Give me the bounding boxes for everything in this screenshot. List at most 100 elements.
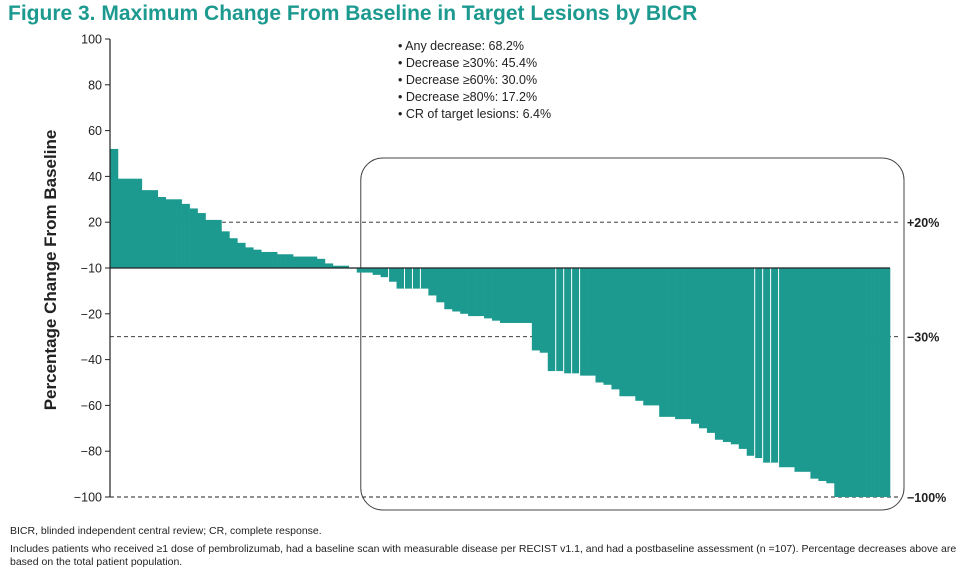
annotation-box: • Any decrease: 68.2% • Decrease ≥30%: 45… bbox=[398, 39, 551, 121]
bar bbox=[850, 268, 859, 497]
bar bbox=[141, 190, 151, 268]
bar bbox=[428, 268, 437, 296]
bar bbox=[571, 268, 580, 374]
bar bbox=[356, 268, 365, 273]
bar bbox=[500, 268, 509, 323]
bar bbox=[523, 268, 533, 323]
bar bbox=[364, 268, 373, 273]
annotation-line: • Decrease ≥80%: 17.2% bbox=[398, 90, 537, 104]
bar bbox=[388, 268, 397, 282]
bar bbox=[555, 268, 564, 372]
y-axis: 100 80 60 40 20 −10 −20 −40 −60 −80 −100 bbox=[74, 33, 111, 505]
bar bbox=[301, 256, 310, 268]
bar bbox=[770, 268, 779, 463]
bar bbox=[110, 148, 119, 268]
bar bbox=[436, 268, 445, 303]
bar bbox=[253, 249, 262, 268]
bar bbox=[420, 268, 429, 289]
y-tick-label: −60 bbox=[81, 399, 102, 413]
bar bbox=[316, 258, 326, 268]
y-tick-label: −20 bbox=[81, 307, 102, 321]
annotation-line: • Decrease ≥30%: 45.4% bbox=[398, 56, 537, 70]
y-tick-label: −100 bbox=[74, 491, 102, 505]
figure-title: Figure 3. Maximum Change From Baseline i… bbox=[8, 2, 698, 25]
bar bbox=[531, 268, 541, 351]
bar bbox=[810, 268, 819, 479]
bar bbox=[229, 238, 238, 268]
bar bbox=[635, 268, 644, 401]
bars bbox=[110, 148, 891, 497]
bar bbox=[563, 268, 572, 374]
bar bbox=[412, 268, 421, 289]
bar bbox=[858, 268, 867, 497]
annotation-line: • CR of target lesions: 6.4% bbox=[398, 107, 551, 121]
bar bbox=[237, 242, 246, 268]
bar bbox=[738, 268, 748, 449]
bar bbox=[834, 268, 843, 497]
bar bbox=[452, 268, 461, 312]
bar bbox=[651, 268, 660, 406]
bar bbox=[539, 268, 549, 353]
footnote-population: Includes patients who received ≥1 dose o… bbox=[10, 543, 957, 568]
reference-line-label: −100% bbox=[907, 491, 946, 505]
bar bbox=[261, 251, 270, 268]
bar bbox=[882, 268, 891, 497]
bar bbox=[308, 256, 318, 268]
bar bbox=[173, 199, 182, 268]
bar bbox=[619, 268, 628, 397]
bar bbox=[476, 268, 485, 317]
bar bbox=[460, 268, 469, 314]
bar bbox=[324, 263, 334, 268]
waterfall-chart: +20% −30% −100% 100 80 60 40 20 −10 −20 −40 −60 −80… bbox=[41, 33, 946, 511]
bar bbox=[205, 219, 214, 268]
bar bbox=[277, 254, 286, 268]
bar bbox=[181, 203, 190, 268]
bar bbox=[659, 268, 668, 417]
bar bbox=[484, 268, 493, 319]
bar bbox=[197, 213, 206, 268]
bar bbox=[611, 268, 620, 390]
bar bbox=[157, 197, 167, 268]
y-tick-label: −10 bbox=[81, 262, 102, 276]
y-tick-label: −80 bbox=[81, 445, 102, 459]
bar bbox=[802, 268, 811, 472]
footnote-abbreviations: BICR, blinded independent central review… bbox=[10, 525, 322, 537]
y-tick-label: 60 bbox=[88, 124, 102, 138]
bar bbox=[285, 254, 294, 268]
bar bbox=[643, 268, 652, 406]
bar bbox=[149, 190, 159, 268]
bar bbox=[762, 268, 771, 463]
bar bbox=[507, 268, 517, 323]
bar bbox=[683, 268, 692, 420]
bar bbox=[579, 268, 588, 376]
bar bbox=[444, 268, 453, 310]
reference-line-label: −30% bbox=[907, 331, 939, 345]
annotation-line: • Decrease ≥60%: 30.0% bbox=[398, 73, 537, 87]
bar bbox=[698, 268, 708, 429]
bar bbox=[603, 268, 612, 385]
bar bbox=[547, 268, 557, 372]
bar bbox=[595, 268, 604, 383]
bar bbox=[842, 268, 851, 497]
annotation-line: • Any decrease: 68.2% bbox=[398, 39, 524, 53]
bar bbox=[165, 199, 174, 268]
bar bbox=[468, 268, 477, 317]
bar bbox=[587, 268, 596, 376]
reference-line-label: +20% bbox=[907, 216, 939, 230]
bar bbox=[667, 268, 676, 417]
bar bbox=[189, 208, 198, 268]
bar bbox=[714, 268, 724, 440]
bar bbox=[332, 265, 342, 268]
y-axis-label: Percentage Change From Baseline bbox=[41, 130, 60, 411]
responder-box-layer bbox=[360, 157, 905, 511]
responder-rounded-box bbox=[360, 157, 905, 511]
bar bbox=[675, 268, 684, 420]
bar bbox=[818, 268, 827, 481]
bar bbox=[706, 268, 716, 433]
bar bbox=[221, 231, 230, 268]
y-tick-label: 20 bbox=[88, 216, 102, 230]
bar bbox=[826, 268, 835, 484]
y-tick-label: 100 bbox=[81, 33, 102, 47]
bar bbox=[372, 268, 381, 275]
bar bbox=[492, 268, 501, 321]
